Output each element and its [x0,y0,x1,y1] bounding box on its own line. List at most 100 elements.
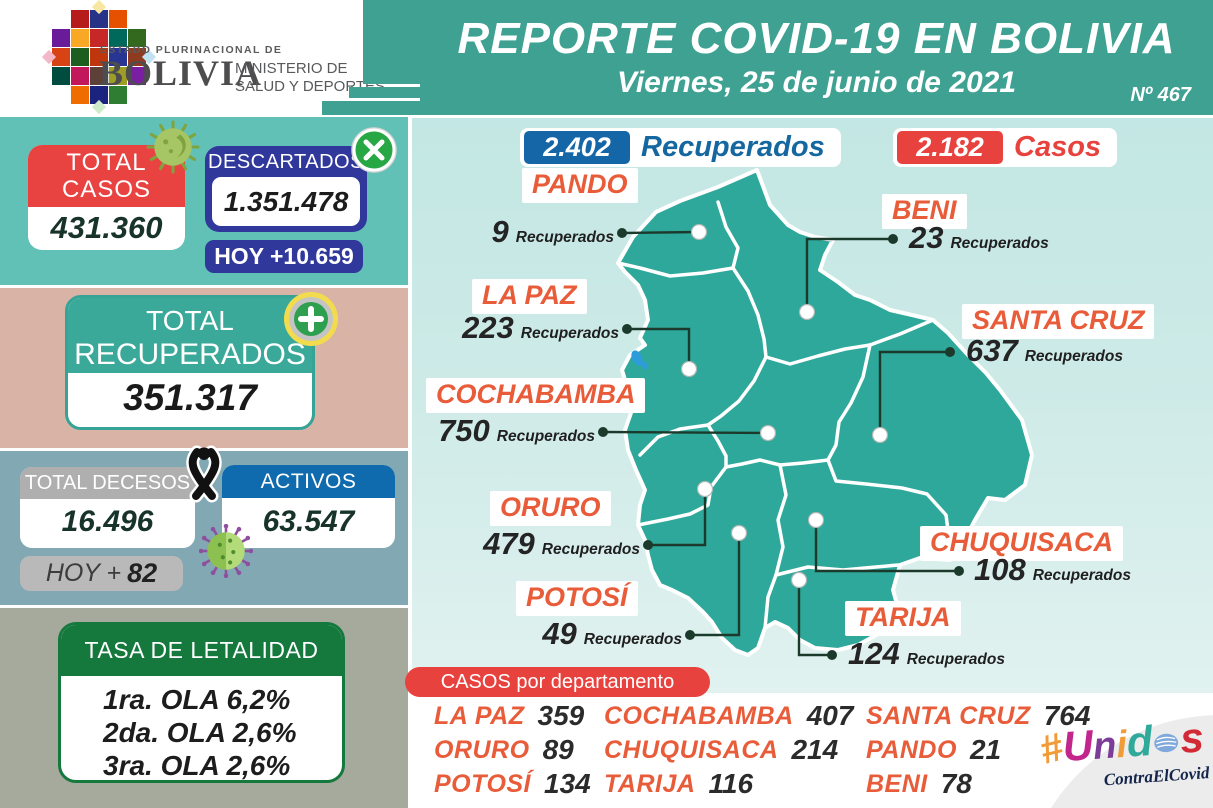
table-row-potosi: POTOSÍ 134 [434,767,604,801]
discarded-value-panel: 1.351.478 [212,177,360,226]
department-label-potosi: POTOSÍ [516,581,638,616]
case-value: 214 [791,734,839,765]
plus-circle-icon [284,292,338,346]
lethality-rate-card: TASA DE LETALIDAD 1ra. OLA 6,2% 2da. OLA… [58,622,345,783]
department-label-la-paz: LA PAZ [472,279,587,314]
cases-table: LA PAZ 359 COCHABAMBA 407 SANTA CRUZ 764… [434,699,1134,801]
total-deaths-value: 16.496 [61,505,154,538]
virus-icon [199,524,253,578]
cases-total-value: 2.182 [897,131,1003,164]
table-row-oruro: ORURO 89 [434,733,604,767]
case-department: POTOSÍ [434,769,532,798]
recovered-value: 750 [438,413,490,448]
total-deaths-card: TOTAL DECESOS 16.496 [20,467,195,548]
total-recovered-label-line2: RECUPERADOS [74,338,306,371]
recovered-value: 108 [974,552,1026,587]
lake-titicaca-icon [631,350,649,370]
table-row-la-paz: LA PAZ 359 [434,699,604,733]
recovered-count-beni: 23 Recuperados [909,220,1049,256]
total-deaths-label: TOTAL DECESOS [20,467,195,499]
case-department: PANDO [866,735,957,764]
case-department: COCHABAMBA [604,701,794,730]
recovered-unit: Recuperados [950,235,1049,252]
table-row-santa-cruz: SANTA CRUZ 764 [866,699,1124,733]
recovered-count-santa-cruz: 637 Recuperados [966,333,1123,369]
case-department: SANTA CRUZ [866,701,1031,730]
bolivia-emblem [41,0,157,115]
total-recovered-value: 351.317 [123,377,257,418]
ministry-name: MINISTERIO DE SALUD Y DEPORTES [235,60,385,96]
recovered-unit: Recuperados [906,651,1005,668]
deaths-today-value: 82 [127,558,158,588]
total-cases-label-line2: CASOS [61,176,152,203]
recovered-total-label: Recuperados [641,131,825,163]
recovered-unit: Recuperados [1024,348,1123,365]
map-panel: 2.402 Recuperados 2.182 Casos PANDO BENI… [408,115,1213,693]
department-label-tarija: TARIJA [845,601,961,636]
lethality-wave-2: 2da. OLA 2,6% [103,717,297,748]
case-department: LA PAZ [434,701,525,730]
total-recovered-label-line1: TOTAL [146,305,234,336]
header: ESTADO PLURINACIONAL DE BOLIVIA MINISTER… [0,0,1213,115]
recovered-count-pando: 9 Recuperados [492,214,614,250]
callout-lines [602,230,959,657]
header-banner: REPORTE COVID-19 EN BOLIVIA Viernes, 25 … [420,0,1213,115]
black-ribbon-icon [186,445,222,503]
recovered-unit: Recuperados [541,541,640,558]
active-cases-card: ACTIVOS 63.547 [222,465,395,548]
recovered-value: 124 [848,636,900,671]
deaths-today: HOY + 82 [20,556,183,591]
lethality-wave-3: 3ra. OLA 2,6% [103,750,291,781]
deaths-today-prefix: HOY + [45,559,122,587]
recovered-value: 9 [491,214,509,249]
total-recovered-label: TOTAL RECUPERADOS [68,298,312,373]
case-value: 407 [806,700,854,731]
department-location-dots [680,223,889,589]
total-recovered-card: TOTAL RECUPERADOS 351.317 [65,295,315,430]
department-label-beni: BENI [882,194,967,229]
recovered-unit: Recuperados [1032,567,1131,584]
recovered-count-la-paz: 223 Recuperados [462,310,619,346]
cases-total-badge: 2.182 Casos [893,128,1118,167]
department-label-santa-cruz: SANTA CRUZ [962,304,1155,339]
header-step-decoration [349,87,420,98]
case-value: 89 [542,734,574,765]
discarded-card: DESCARTADOS 1.351.478 [205,146,367,232]
case-department: BENI [866,769,928,798]
case-value: 764 [1043,700,1091,731]
recovered-unit: Recuperados [583,631,682,648]
table-row-beni: BENI 78 [866,767,1124,801]
case-department: ORURO [434,735,530,764]
unidos-contra-el-covid-logo: #Unid s ContraElCovid [1036,713,1210,795]
page-title: REPORTE COVID-19 EN BOLIVIA [457,14,1176,63]
callout-anchor-dots [598,228,964,660]
ministry-line2: SALUD Y DEPORTES [235,78,386,95]
total-cases-label-line1: TOTAL [66,149,147,176]
unidos-wordmark: #Unid s [1036,713,1209,779]
letter: n [1091,724,1118,769]
case-department: TARIJA [604,769,696,798]
recovered-value: 479 [483,526,535,561]
face-mask-icon [1154,733,1179,753]
case-value: 78 [940,768,972,799]
x-circle-icon [351,127,397,173]
header-step-decoration [322,101,420,115]
department-label-cochabamba: COCHABAMBA [426,378,646,413]
active-cases-label: ACTIVOS [222,465,395,498]
recovered-count-tarija: 124 Recuperados [848,636,1005,672]
case-value: 134 [544,768,591,799]
letter: d [1125,716,1154,766]
recovered-count-cochabamba: 750 Recuperados [438,413,595,449]
total-cases-value: 431.360 [50,210,163,245]
letter: U [1061,721,1095,771]
recovered-unit: Recuperados [520,325,619,342]
discarded-today: HOY +10.659 [205,240,363,273]
case-value: 359 [537,700,585,731]
department-label-chuquisaca: CHUQUISACA [920,526,1124,561]
recovered-value: 49 [542,616,577,651]
department-label-pando: PANDO [522,168,638,203]
table-row-pando: PANDO 21 [866,733,1124,767]
department-label-oruro: ORURO [490,491,611,526]
recovered-value: 223 [462,310,514,345]
